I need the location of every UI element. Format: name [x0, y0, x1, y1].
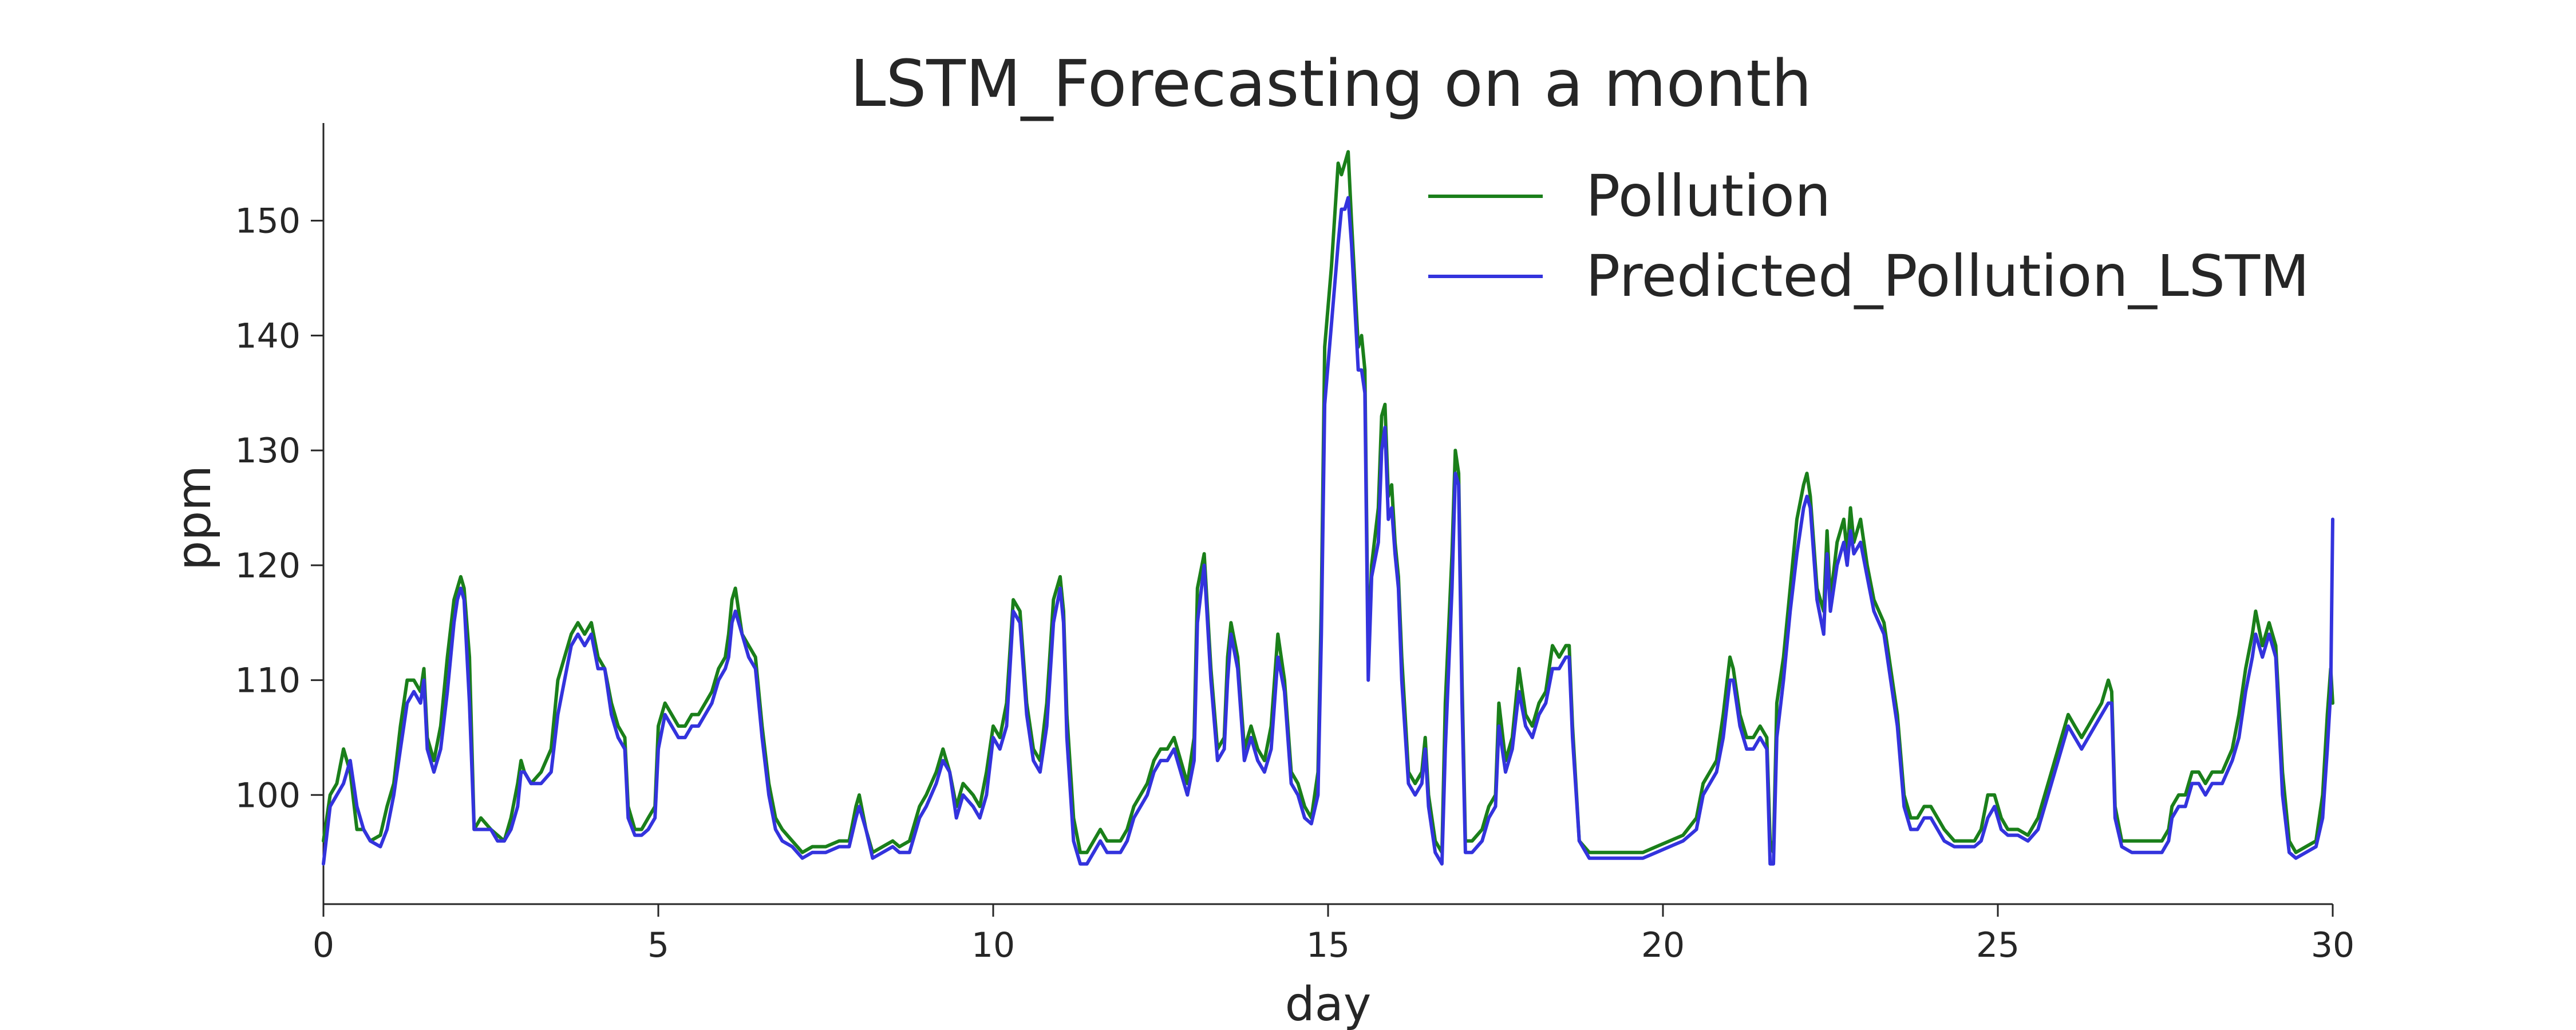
x-tick-label: 25 [1976, 925, 2020, 965]
legend-label-pollution: Pollution [1586, 163, 1831, 229]
y-tick-label: 120 [235, 546, 301, 586]
y-tick-label: 140 [235, 316, 301, 356]
x-tick-label: 0 [313, 925, 334, 965]
x-tick-label: 10 [971, 925, 1015, 965]
x-axis-ticks: 0 5 10 15 20 25 30 [313, 904, 2354, 965]
y-tick-label: 110 [235, 661, 301, 701]
y-tick-label: 130 [235, 431, 301, 471]
legend: Pollution Predicted_Pollution_LSTM [1428, 163, 2309, 310]
x-tick-label: 30 [2311, 925, 2354, 965]
series-line-pollution [322, 150, 2334, 854]
y-tick-label: 100 [235, 775, 301, 815]
x-tick-label: 20 [1641, 925, 1685, 965]
x-tick-label: 5 [647, 925, 669, 965]
y-axis-ticks: 100 110 120 130 140 150 [235, 201, 323, 815]
series-lines [322, 150, 2334, 866]
chart-title: LSTM_Forecasting on a month [850, 47, 1812, 121]
legend-label-predicted-pollution-lstm: Predicted_Pollution_LSTM [1586, 243, 2309, 310]
series-line-predicted-pollution-lstm [322, 196, 2334, 866]
plot-area: 0 5 10 15 20 25 30 100 110 120 130 140 150 [235, 123, 2354, 965]
y-axis-label: ppm [167, 465, 222, 571]
x-tick-label: 15 [1306, 925, 1350, 965]
x-axis-label: day [1285, 977, 1372, 1030]
y-tick-label: 150 [235, 201, 301, 241]
